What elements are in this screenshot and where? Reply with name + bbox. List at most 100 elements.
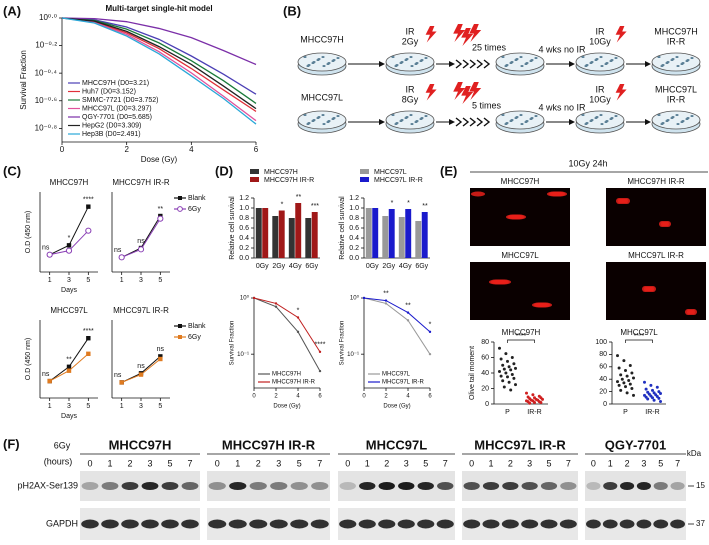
cell (660, 123, 664, 125)
label: 1 (365, 458, 370, 468)
cell (520, 65, 524, 67)
label: 7 (187, 458, 192, 468)
x-tick-label: 5 (86, 403, 90, 410)
cell (399, 62, 403, 64)
marker (318, 369, 322, 373)
band (501, 519, 519, 529)
cell (316, 117, 320, 119)
band (141, 482, 159, 490)
point (504, 371, 508, 375)
y-tick-label: 40 (481, 370, 489, 377)
cell (657, 56, 661, 58)
band (311, 482, 329, 490)
label: GAPDH (46, 518, 78, 528)
cell (581, 56, 585, 58)
point (514, 383, 517, 387)
band (653, 519, 669, 529)
cell (404, 117, 408, 119)
point (507, 365, 511, 369)
y-tick-label: 40 (599, 376, 607, 383)
label: 1 (488, 458, 493, 468)
label: MHCC97L IR-R (628, 251, 684, 260)
band (417, 519, 435, 529)
marker (138, 372, 144, 377)
bar (305, 218, 312, 258)
cell (599, 56, 603, 58)
significance: ns (157, 346, 165, 353)
band (636, 482, 651, 490)
series-line (253, 297, 321, 372)
cell (670, 59, 674, 61)
x-axis-label: Dose (Gy) (383, 404, 410, 410)
marker (384, 299, 388, 302)
cell (321, 114, 325, 116)
cell (524, 121, 528, 123)
marker (318, 350, 322, 354)
band (229, 482, 247, 490)
y-tick-label: 1.2 (239, 195, 249, 202)
band (603, 482, 618, 490)
significance: ns (42, 371, 50, 378)
panel-label: (D) (215, 163, 233, 178)
point (632, 376, 635, 380)
cell (404, 59, 408, 61)
bar (365, 208, 372, 258)
cell (409, 114, 413, 116)
label: 37 (696, 519, 705, 528)
panel-label: (A) (3, 3, 21, 18)
dish (385, 110, 435, 130)
cell (584, 123, 588, 125)
y-tick-label: 10⁻¹ (347, 352, 359, 358)
band (636, 519, 652, 529)
label: IR (596, 84, 606, 94)
label: 2 (508, 458, 513, 468)
dish (651, 110, 701, 130)
point (643, 380, 646, 384)
band (482, 519, 500, 529)
point (616, 380, 619, 384)
y-tick-label: 0.2 (239, 245, 249, 252)
band (208, 519, 227, 529)
band (81, 482, 99, 490)
legend-swatch (250, 169, 259, 174)
y-axis-label: Survival Fraction (19, 50, 28, 110)
x-tick-label: 0 (252, 394, 256, 400)
cell (685, 118, 689, 120)
label: IR-R (667, 36, 686, 46)
y-tick-label: 0.8 (349, 215, 359, 222)
point (507, 380, 511, 384)
cell (410, 123, 414, 125)
marker (86, 351, 91, 356)
significance: ** (158, 206, 164, 213)
comet (659, 221, 665, 227)
y-tick-label: 20 (599, 388, 607, 395)
band (101, 482, 119, 490)
cell (614, 57, 618, 59)
point (622, 381, 626, 385)
label: 0 (87, 458, 92, 468)
significance: **** (315, 342, 326, 349)
point (616, 354, 619, 358)
marker (85, 227, 92, 234)
cell (331, 60, 335, 62)
cell (690, 57, 694, 59)
point (659, 400, 662, 404)
band (670, 519, 685, 529)
legend-label: QGY-7701 (D0=5.685) (82, 114, 152, 121)
x-tick-label: 0 (362, 394, 366, 400)
cell (326, 121, 330, 123)
x-tick-label: P (505, 409, 510, 416)
point (502, 385, 506, 389)
bar (398, 217, 405, 258)
legend-label: Blank (188, 195, 206, 202)
dish (297, 110, 347, 130)
dish (651, 52, 701, 72)
label: 0 (215, 458, 220, 468)
band (290, 519, 309, 529)
cell (394, 65, 398, 67)
marker (428, 352, 432, 356)
lightning (461, 86, 474, 104)
label: 2 (384, 458, 389, 468)
label: MHCC97H (501, 177, 540, 186)
cell (690, 115, 694, 117)
